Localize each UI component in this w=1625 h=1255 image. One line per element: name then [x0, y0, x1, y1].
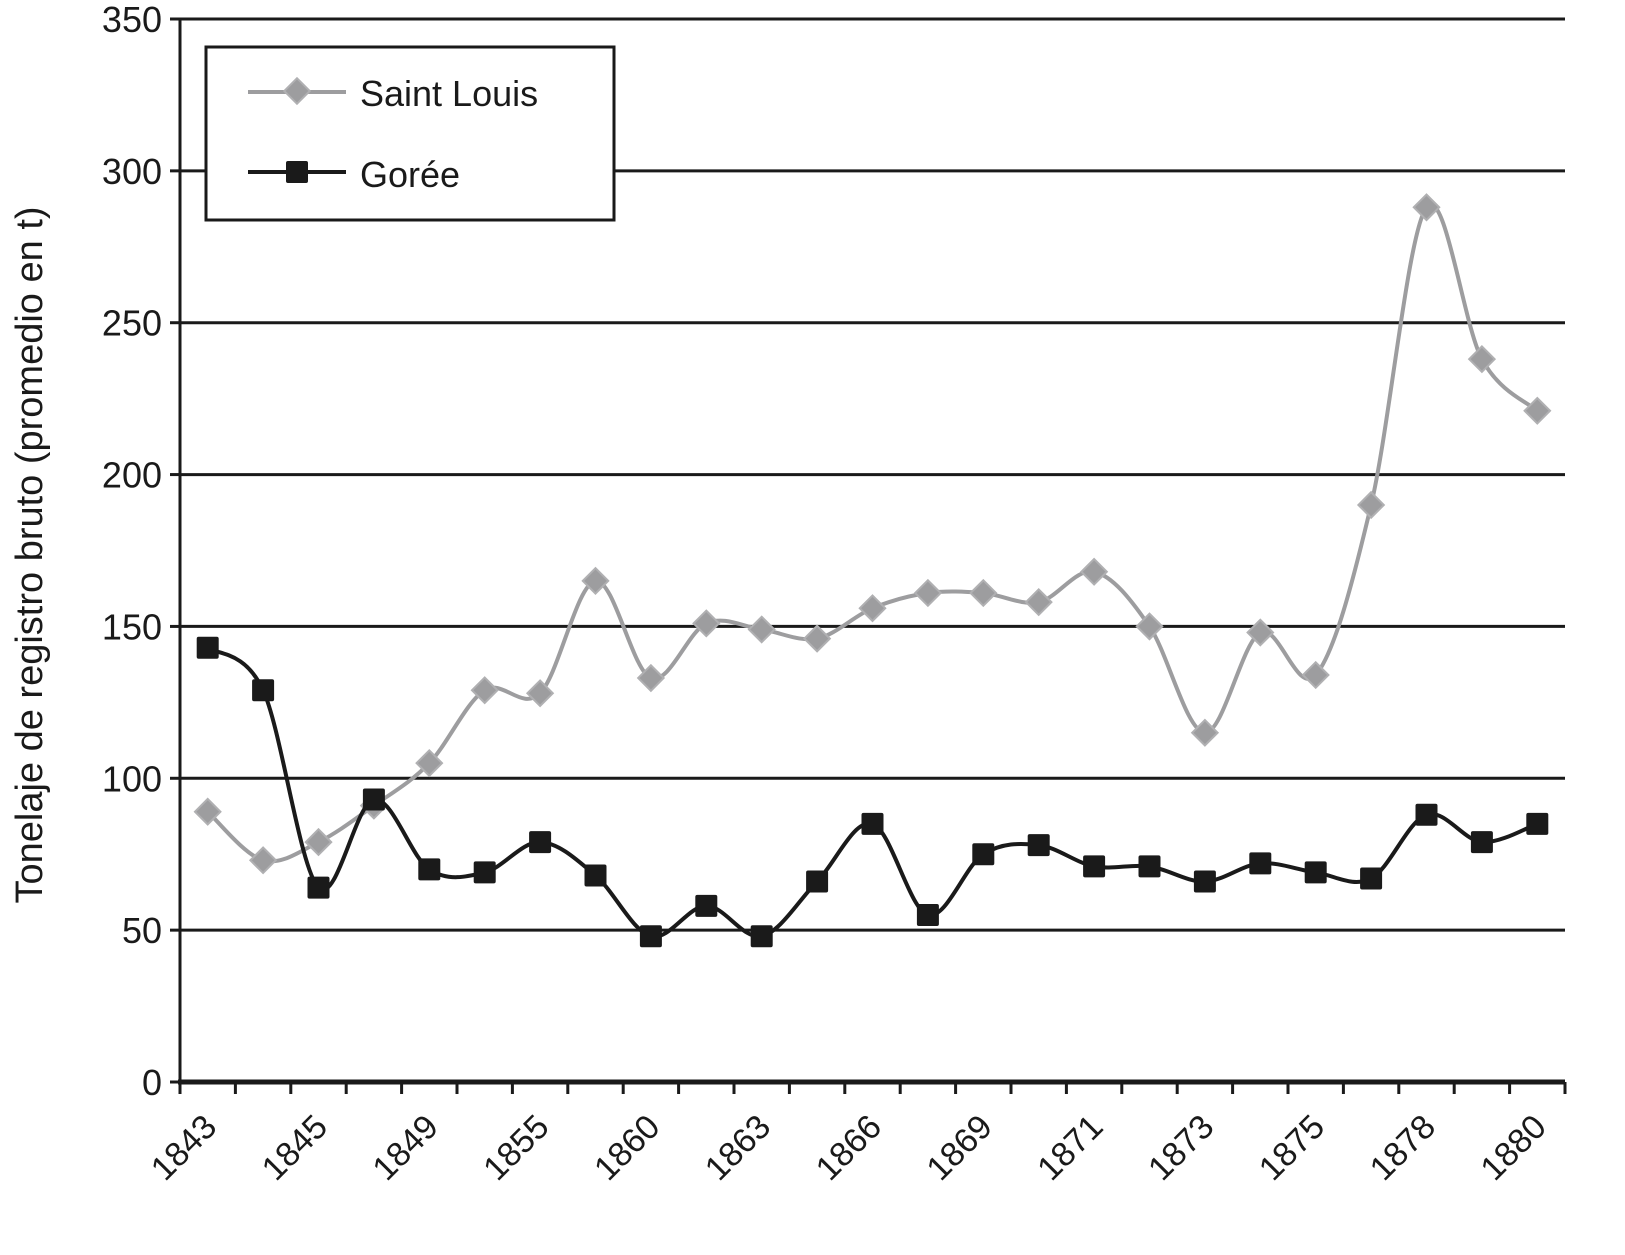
y-tick-label: 150 [102, 606, 162, 647]
legend: Saint Louis Gorée [204, 45, 616, 222]
x-tick-label: 1845 [255, 1108, 335, 1188]
data-point [470, 676, 499, 705]
data-point [639, 925, 662, 948]
x-tick-label: 1849 [365, 1108, 445, 1188]
x-tick-label: 1860 [587, 1108, 667, 1188]
data-point [1415, 803, 1438, 826]
data-point [1249, 852, 1272, 875]
data-point [1083, 855, 1106, 878]
legend-label-saint-louis: Saint Louis [360, 73, 538, 114]
data-point [861, 812, 884, 835]
x-tick-label: 1873 [1141, 1108, 1221, 1188]
data-point [1526, 812, 1549, 835]
data-point [581, 566, 610, 596]
data-point [415, 748, 444, 778]
y-axis-label: Tonelaje de registro bruto (promedio en … [9, 206, 51, 903]
x-axis-ticks: 1843 1845 1849 1855 1860 1863 1866 1869 1871 1873… [144, 1082, 1567, 1188]
x-tick-label: 1871 [1030, 1108, 1110, 1188]
data-point [1027, 834, 1050, 857]
series-group [193, 193, 1552, 948]
y-tick-label: 50 [122, 910, 162, 951]
x-tick-label: 1843 [144, 1108, 224, 1188]
data-point [1467, 345, 1497, 374]
series-line-gor-e [206, 645, 1539, 939]
data-point [1470, 831, 1493, 854]
x-tick-label: 1855 [476, 1108, 556, 1188]
y-tick-label: 100 [102, 758, 162, 799]
data-point [304, 827, 333, 857]
data-point [1412, 193, 1441, 222]
data-point [692, 609, 721, 638]
data-point [1360, 867, 1383, 890]
y-tick-label: 300 [102, 151, 162, 192]
data-point [525, 679, 555, 708]
data-point [418, 858, 441, 881]
x-tick-label: 1866 [809, 1108, 889, 1188]
series-line-saint-louis [206, 202, 1539, 864]
legend-box [204, 45, 616, 222]
data-point [802, 624, 832, 653]
data-point [248, 846, 278, 875]
data-point [1190, 718, 1220, 747]
data-point [196, 636, 219, 659]
x-tick-label: 1875 [1252, 1108, 1332, 1188]
x-tick-label: 1878 [1363, 1108, 1443, 1188]
data-point [1024, 587, 1053, 617]
data-point [473, 861, 496, 884]
data-point [193, 797, 222, 826]
y-axis-ticks: 0 50 100 150 200 250 300 350 [102, 0, 180, 1103]
legend-marker-goree [286, 161, 308, 183]
data-point [1138, 855, 1161, 878]
data-point [1079, 557, 1109, 586]
data-point [636, 663, 666, 693]
data-point [1523, 396, 1552, 425]
y-tick-label: 250 [102, 303, 162, 344]
data-point [913, 578, 943, 608]
data-point [1135, 612, 1164, 641]
x-tick-label: 1869 [919, 1108, 999, 1188]
data-point [806, 870, 829, 893]
legend-marker-saint-louis [282, 76, 312, 106]
series-saint-louis [193, 193, 1552, 875]
data-point [747, 615, 776, 644]
data-point [750, 925, 773, 948]
data-point [584, 864, 607, 887]
data-point [1301, 660, 1330, 690]
y-tick-label: 200 [102, 455, 162, 496]
y-tick-label: 350 [102, 0, 162, 40]
data-point [858, 594, 887, 623]
y-tick-label: 0 [142, 1062, 162, 1103]
data-point [252, 679, 275, 702]
data-point [529, 831, 552, 854]
data-point [1304, 861, 1327, 884]
data-point [362, 788, 385, 811]
x-tick-label: 1880 [1473, 1108, 1553, 1188]
x-tick-label: 1863 [698, 1108, 778, 1188]
data-point [969, 578, 998, 608]
data-point [307, 876, 330, 899]
series-gor-e [196, 636, 1549, 948]
data-point [695, 894, 718, 917]
data-point [916, 903, 939, 926]
data-point [1193, 870, 1216, 893]
data-point [972, 843, 995, 866]
legend-label-goree: Gorée [360, 154, 460, 195]
data-point [1356, 490, 1386, 520]
data-point [1246, 618, 1275, 647]
